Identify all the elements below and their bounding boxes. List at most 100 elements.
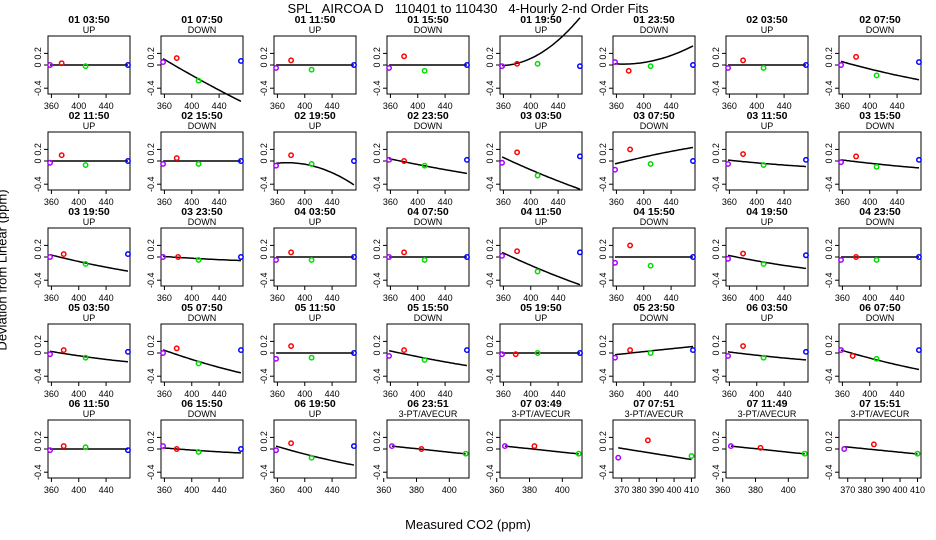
- data-point: [47, 62, 53, 68]
- x-tick-label: 440: [890, 197, 905, 207]
- data-point: [351, 254, 357, 260]
- y-tick-label: 0: [259, 446, 269, 451]
- x-tick-label: 360: [383, 101, 398, 111]
- data-point: [308, 454, 315, 461]
- data-point: [421, 162, 428, 169]
- x-tick-label: 400: [862, 293, 877, 303]
- y-tick-label: -0.4: [33, 368, 43, 384]
- x-tick-label: 360: [722, 101, 737, 111]
- x-tick-label: 400: [71, 389, 86, 399]
- panel-title: 02 07:50: [859, 14, 901, 26]
- panel-subtitle: 3-PT/AVECUR: [851, 409, 910, 419]
- y-tick-label: -0.4: [259, 272, 269, 288]
- data-point: [534, 172, 541, 179]
- x-tick-label: 440: [777, 101, 792, 111]
- data-point: [757, 444, 764, 451]
- panel-subtitle: UP: [761, 25, 774, 35]
- data-point: [401, 347, 408, 354]
- y-tick-label: 0: [146, 254, 156, 259]
- panel-title: 03 15:50: [859, 110, 901, 122]
- x-tick-label: 400: [184, 293, 199, 303]
- y-tick-label: 0.2: [259, 239, 269, 252]
- y-tick-label: -0.4: [146, 464, 156, 480]
- data-point: [351, 62, 357, 68]
- y-tick-label: 0.2: [33, 239, 43, 252]
- y-tick-label: 0.2: [824, 431, 834, 444]
- x-tick-label: 440: [99, 389, 114, 399]
- panel-title: 06 15:50: [181, 398, 223, 410]
- panel-title: 04 19:50: [746, 206, 788, 218]
- panel-title: 07 15:51: [859, 398, 901, 410]
- y-tick-label: 0: [146, 350, 156, 355]
- y-tick-label: 0.2: [485, 239, 495, 252]
- data-point: [238, 254, 244, 260]
- x-tick-label: 440: [890, 293, 905, 303]
- x-tick-label: 360: [157, 101, 172, 111]
- data-point: [288, 440, 295, 447]
- data-point: [173, 446, 180, 452]
- y-tick-label: 0: [824, 254, 834, 259]
- x-tick-label: 440: [777, 293, 792, 303]
- x-tick-label: 360: [270, 101, 285, 111]
- y-tick-label: -0.4: [372, 272, 382, 288]
- x-tick-label: 440: [99, 197, 114, 207]
- y-tick-label: 0.2: [146, 431, 156, 444]
- data-point: [514, 248, 521, 255]
- y-tick-label: 0: [259, 350, 269, 355]
- x-tick-label: 440: [438, 293, 453, 303]
- data-point: [916, 254, 922, 260]
- x-tick-label: 360: [157, 293, 172, 303]
- data-point: [401, 249, 408, 256]
- data-point: [388, 443, 395, 450]
- data-point: [351, 443, 357, 450]
- x-tick-label: 400: [297, 101, 312, 111]
- x-tick-label: 360: [609, 293, 624, 303]
- y-tick-label: -0.4: [372, 176, 382, 192]
- y-tick-label: 0.2: [146, 335, 156, 348]
- data-point: [195, 256, 202, 263]
- panel-subtitle: DOWN: [866, 25, 895, 35]
- data-point: [464, 254, 470, 260]
- y-tick-label: -0.4: [485, 176, 495, 192]
- y-tick-label: -0.4: [598, 368, 608, 384]
- panel-subtitle: DOWN: [866, 121, 895, 131]
- x-tick-label: 360: [835, 293, 850, 303]
- data-point: [627, 347, 634, 354]
- y-tick-label: 0.2: [33, 143, 43, 156]
- x-tick-label: 360: [44, 485, 59, 495]
- y-tick-label: -0.4: [372, 80, 382, 96]
- data-point: [47, 351, 53, 358]
- y-tick-label: 0: [598, 254, 608, 259]
- fit-curve: [504, 445, 579, 455]
- x-tick-label: 360: [44, 197, 59, 207]
- data-point: [760, 261, 767, 267]
- data-point: [803, 156, 809, 163]
- y-tick-label: 0: [33, 350, 43, 355]
- y-tick-label: 0: [485, 62, 495, 67]
- data-point: [760, 354, 767, 361]
- fit-curve: [163, 255, 241, 262]
- fit-curve: [614, 45, 694, 65]
- y-tick-label: 0.2: [372, 143, 382, 156]
- x-tick-label: 440: [777, 389, 792, 399]
- data-point: [386, 64, 392, 71]
- data-point: [418, 446, 425, 452]
- page-title: SPL AIRCOA D 110401 to 110430 4-Hourly 2…: [287, 1, 649, 16]
- panel-title: 06 23:51: [407, 398, 449, 410]
- x-tick-label: 440: [438, 197, 453, 207]
- y-tick-label: 0: [33, 254, 43, 259]
- data-point: [288, 343, 295, 349]
- data-point: [173, 345, 180, 352]
- y-tick-label: 0: [824, 62, 834, 67]
- y-tick-label: 0: [824, 446, 834, 451]
- y-tick-label: 0: [824, 350, 834, 355]
- data-point: [288, 152, 295, 159]
- y-tick-label: -0.4: [33, 176, 43, 192]
